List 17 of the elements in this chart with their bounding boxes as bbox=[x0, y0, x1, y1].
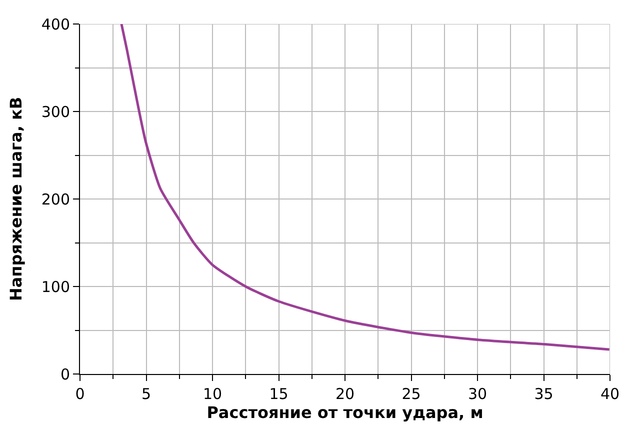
line-series bbox=[120, 24, 610, 351]
y-tick-label: 300 bbox=[41, 102, 70, 121]
x-tick-label: 20 bbox=[335, 385, 355, 403]
x-tick-label: 35 bbox=[534, 385, 554, 403]
y-tick-label: 100 bbox=[41, 278, 70, 296]
y-tick-label: 200 bbox=[41, 190, 70, 208]
y-tick-label: 400 bbox=[41, 15, 70, 34]
x-axis-title: Расстояние от точки удара, м bbox=[206, 403, 484, 422]
x-tick-label: 10 bbox=[202, 385, 222, 403]
x-tick-label: 40 bbox=[600, 385, 620, 403]
x-tick-label: 25 bbox=[402, 385, 421, 403]
y-tick-label: 0 bbox=[60, 365, 70, 384]
y-axis-title: Напряжение шага, кВ bbox=[6, 96, 26, 302]
x-tick-label: 15 bbox=[269, 385, 288, 403]
x-tick-label: 0 bbox=[75, 385, 85, 403]
x-tick-label: 5 bbox=[141, 385, 152, 403]
x-tick-label: 30 bbox=[468, 385, 488, 403]
